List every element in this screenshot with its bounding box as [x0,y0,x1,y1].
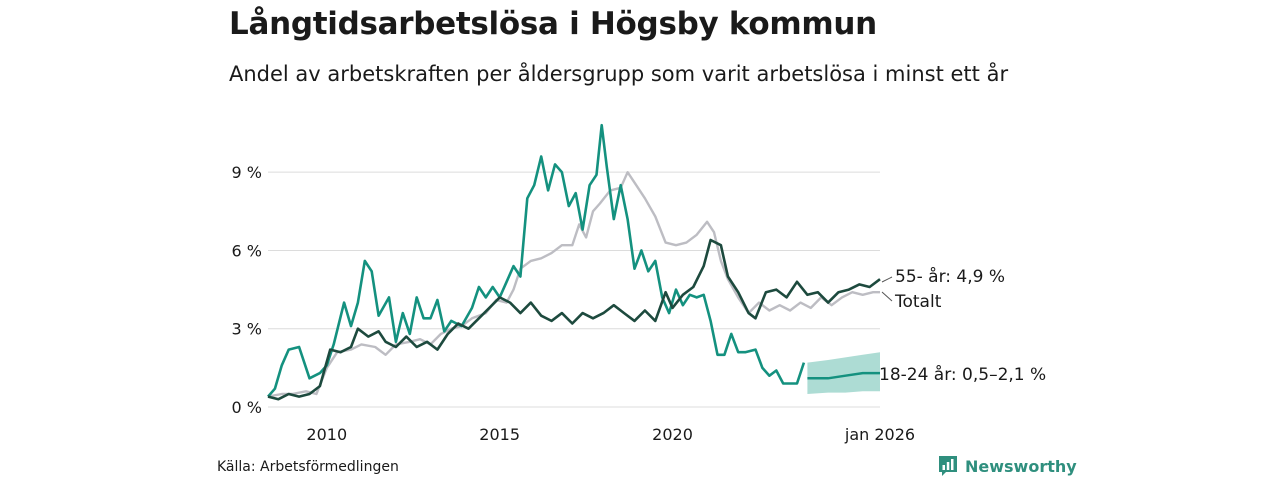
y-tick-label: 0 % [232,398,262,417]
y-tick-label: 3 % [232,320,262,339]
x-tick-label: 2010 [306,425,347,444]
y-tick-label: 9 % [232,163,262,182]
y-tick-label: 6 % [232,241,262,260]
x-tick-label: 2020 [652,425,693,444]
label-leader [881,276,893,283]
x-tick-label: 2015 [479,425,520,444]
series-end-label: Totalt [894,292,942,312]
series-end-label: 55- år: 4,9 % [895,266,1005,287]
brand-logo[interactable]: Newsworthy [938,455,1077,477]
series-end-label: 18-24 år: 0,5–2,1 % [879,364,1046,385]
brand-name: Newsworthy [965,456,1077,476]
forecast-band [807,352,880,394]
x-tick-label: jan 2026 [844,425,915,444]
label-leader [881,291,893,302]
source-note: Källa: Arbetsförmedlingen [217,459,399,475]
chart-subtitle: Andel av arbetskraften per åldersgrupp s… [229,62,1009,86]
chart-title: Långtidsarbetslösa i Högsby kommun [229,6,877,42]
newsworthy-logo-icon [939,456,957,476]
series-line-2 [267,238,881,401]
series-line-1 [267,171,880,398]
series-line-3 [267,123,806,398]
forecast-line [807,371,880,380]
